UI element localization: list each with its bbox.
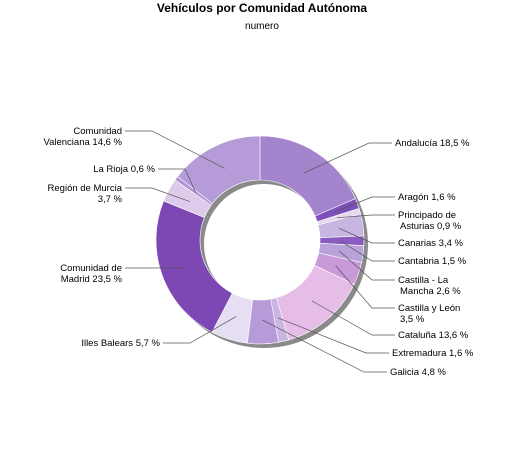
- leader-galicia: [262, 319, 387, 373]
- leader-la-rioja: [158, 168, 196, 193]
- label-line: Castilla - La: [398, 275, 449, 286]
- label-line: 3,5 %: [400, 314, 425, 325]
- label-cantabria: Cantabria 1,5 %: [398, 256, 467, 267]
- label-galicia: Galicia 4,8 %: [390, 367, 447, 378]
- label-aragon: Aragón 1,6 %: [398, 192, 456, 203]
- slice-comunidad-valenciana: [177, 135, 261, 204]
- slice-andalucia: [259, 135, 356, 217]
- label-line: Principado de: [398, 210, 456, 221]
- label-line: Castilla y León: [398, 303, 460, 314]
- label-line: Valenciana 14,6 %: [43, 137, 122, 148]
- leader-cantabria: [339, 240, 395, 262]
- leader-canarias: [339, 228, 395, 244]
- label-illes-balears: Illes Balears 5,7 %: [81, 338, 160, 349]
- label-line: Asturias 0,9 %: [400, 221, 462, 232]
- label-line: Andalucía 18,5 %: [395, 138, 470, 149]
- label-comunidad-valenciana: Comunidad Valenciana 14,6 %: [43, 126, 122, 148]
- label-line: Comunidad: [73, 126, 122, 137]
- label-line: Illes Balears 5,7 %: [81, 338, 160, 349]
- slice-labels: Andalucía 18,5 % Aragón 1,6 % Principado d…: [43, 126, 473, 378]
- chart-subtitle: numero: [245, 21, 279, 32]
- leader-comunidad-valenciana: [125, 130, 225, 169]
- label-comunidad-de-madrid: Comunidad de Madrid 23,5 %: [60, 263, 122, 285]
- label-region-de-murcia: Región de Murcia 3,7 %: [48, 183, 123, 205]
- label-cataluna: Cataluña 13,6 %: [398, 330, 469, 341]
- leader-lines: [125, 130, 395, 373]
- label-line: 3,7 %: [98, 194, 123, 205]
- leader-castilla-la-mancha: [339, 250, 395, 281]
- leader-extremadura: [278, 317, 389, 354]
- label-principado-de-asturias: Principado de Asturias 0,9 %: [398, 210, 462, 232]
- leader-andalucia: [303, 142, 392, 174]
- label-line: Cantabria 1,5 %: [398, 256, 467, 267]
- label-andalucia: Andalucía 18,5 %: [395, 138, 470, 149]
- leader-region-de-murcia: [125, 187, 190, 202]
- label-extremadura: Extremadura 1,6 %: [392, 348, 474, 359]
- leader-illes-balears: [163, 316, 237, 344]
- label-line: La Rioja 0,6 %: [93, 164, 155, 175]
- label-line: Comunidad de: [60, 263, 122, 274]
- label-line: Extremadura 1,6 %: [392, 348, 474, 359]
- label-line: Aragón 1,6 %: [398, 192, 456, 203]
- label-la-rioja: La Rioja 0,6 %: [93, 164, 155, 175]
- leader-cataluna: [311, 300, 395, 336]
- slice-comunidad-de-madrid: [155, 200, 233, 333]
- leader-castilla-y-leon: [335, 265, 395, 309]
- leader-principado-de-asturias: [336, 214, 395, 219]
- label-canarias: Canarias 3,4 %: [398, 238, 464, 249]
- label-line: Canarias 3,4 %: [398, 238, 464, 249]
- label-line: Región de Murcia: [48, 183, 123, 194]
- label-line: Cataluña 13,6 %: [398, 330, 469, 341]
- label-line: Mancha 2,6 %: [400, 286, 461, 297]
- label-line: Madrid 23,5 %: [61, 274, 123, 285]
- label-line: Galicia 4,8 %: [390, 367, 447, 378]
- chart-title: Vehículos por Comunidad Autónoma: [157, 1, 368, 15]
- label-castilla-la-mancha: Castilla - La Mancha 2,6 %: [398, 275, 461, 297]
- leader-aragon: [334, 196, 395, 213]
- label-castilla-y-leon: Castilla y León 3,5 %: [398, 303, 460, 325]
